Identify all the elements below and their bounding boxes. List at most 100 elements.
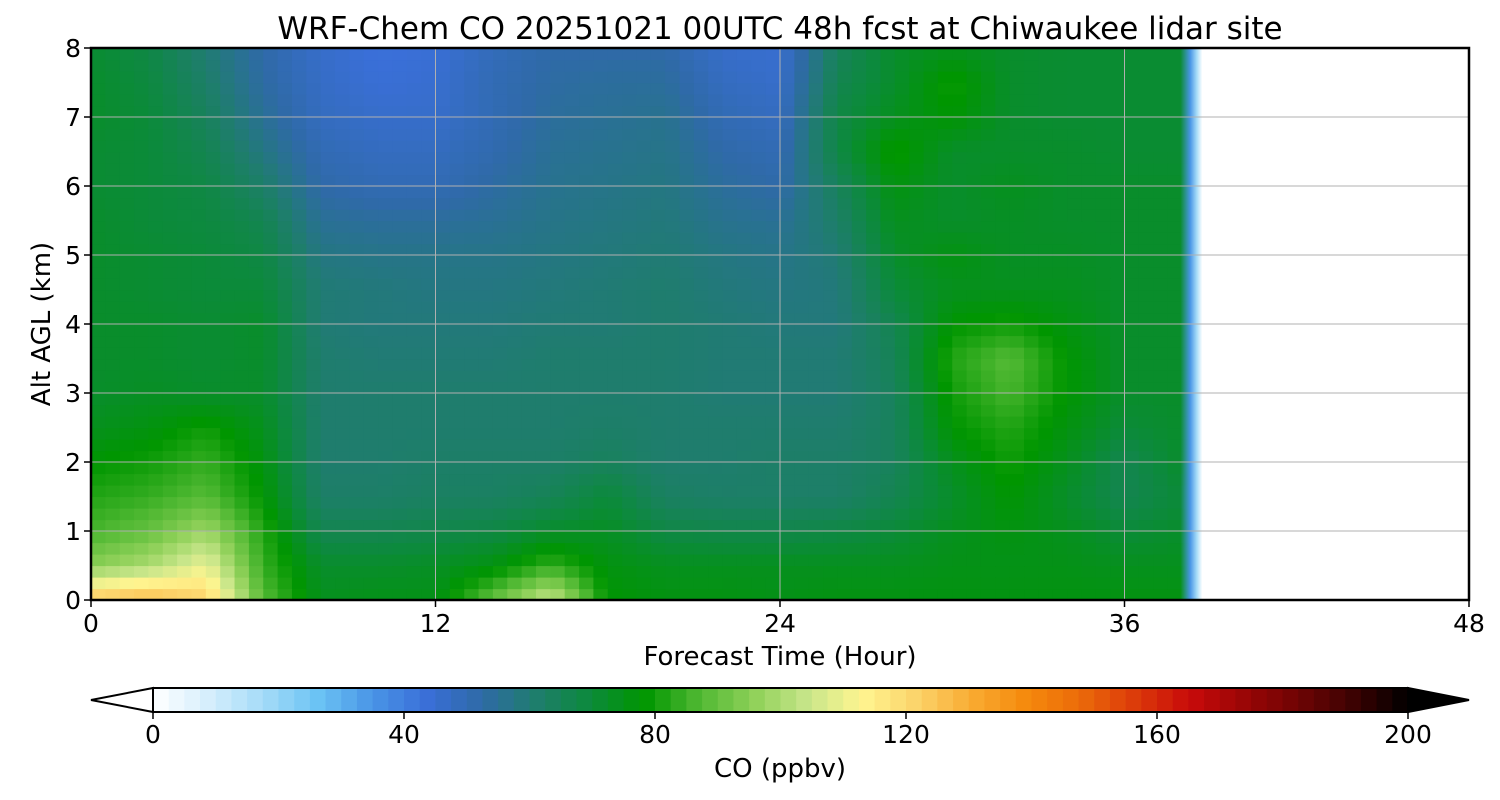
heatmap-cell [1110, 370, 1126, 383]
heatmap-cell [421, 393, 437, 406]
heatmap-cell [91, 82, 106, 95]
heatmap-cell [464, 473, 480, 486]
heatmap-cell [995, 358, 1011, 371]
heatmap-cell [205, 163, 221, 176]
heatmap-cell [521, 519, 537, 532]
heatmap-cell [665, 266, 681, 279]
heatmap-cell [435, 48, 451, 61]
heatmap-cell [780, 140, 795, 153]
heatmap-cell [191, 220, 207, 233]
heatmap-cell [1024, 508, 1039, 521]
heatmap-cell [980, 427, 996, 440]
heatmap-cell [464, 82, 480, 95]
heatmap-cell [1110, 232, 1126, 245]
heatmap-cell [1024, 220, 1039, 233]
heatmap-cell [1124, 485, 1140, 498]
heatmap-cell [1067, 381, 1083, 394]
heatmap-cell [119, 82, 135, 95]
heatmap-cell [909, 312, 925, 325]
heatmap-cell [406, 151, 422, 164]
heatmap-cell [1110, 462, 1126, 475]
heatmap-cell [277, 404, 293, 417]
heatmap-cell [607, 220, 623, 233]
heatmap-cell [980, 416, 996, 429]
heatmap-cell [91, 519, 106, 532]
heatmap-cell [751, 94, 767, 107]
heatmap-cell [1081, 140, 1097, 153]
heatmap-cell [894, 209, 910, 222]
heatmap-cell [220, 485, 236, 498]
heatmap-cell [363, 554, 379, 567]
heatmap-cell [449, 473, 465, 486]
heatmap-cell [980, 82, 996, 95]
heatmap-cell [564, 71, 580, 84]
heatmap-cell [579, 301, 594, 314]
heatmap-cell [823, 577, 839, 590]
heatmap-cell [1110, 105, 1126, 118]
heatmap-cell [1095, 542, 1111, 555]
heatmap-cell [708, 542, 724, 555]
heatmap-cell [1024, 266, 1039, 279]
heatmap-cell [234, 404, 250, 417]
heatmap-cell [349, 496, 365, 509]
heatmap-cell [909, 209, 925, 222]
heatmap-cell [966, 209, 982, 222]
heatmap-cell [952, 82, 968, 95]
heatmap-cell [722, 358, 738, 371]
heatmap-cell [162, 404, 178, 417]
heatmap-cell [406, 335, 422, 348]
heatmap-cell [650, 508, 666, 521]
heatmap-cell [679, 243, 695, 256]
heatmap-cell [722, 174, 738, 187]
heatmap-cell [177, 174, 193, 187]
colorbar-swatch [1157, 688, 1174, 712]
heatmap-cell [923, 82, 939, 95]
heatmap-cell [320, 439, 336, 452]
heatmap-cell [823, 197, 839, 210]
heatmap-cell [1052, 255, 1068, 268]
heatmap-cell [636, 289, 652, 302]
heatmap-cell [220, 565, 236, 578]
heatmap-cell [1153, 335, 1169, 348]
heatmap-cell [1052, 450, 1068, 463]
heatmap-cell [823, 278, 839, 291]
heatmap-cell [780, 496, 795, 509]
heatmap-cell [1052, 140, 1068, 153]
heatmap-cell [952, 289, 968, 302]
heatmap-cell [1024, 358, 1039, 371]
heatmap-cell [205, 94, 221, 107]
heatmap-cell [392, 565, 408, 578]
heatmap-cell [909, 462, 925, 475]
heatmap-cell [263, 59, 279, 72]
heatmap-cell [937, 266, 953, 279]
heatmap-cell [1095, 140, 1111, 153]
heatmap-cell [277, 243, 293, 256]
heatmap-cell [1024, 496, 1039, 509]
colorbar-swatch [247, 688, 264, 712]
heatmap-cell [191, 301, 207, 314]
heatmap-cell [1038, 105, 1054, 118]
heatmap-cell [980, 48, 996, 61]
heatmap-cell [736, 312, 752, 325]
heatmap-cell [220, 508, 236, 521]
heatmap-cell [980, 473, 996, 486]
heatmap-cell [1095, 335, 1111, 348]
heatmap-cell [234, 485, 250, 498]
heatmap-cell [952, 358, 968, 371]
heatmap-cell [679, 485, 695, 498]
heatmap-cell [119, 163, 135, 176]
heatmap-cell [478, 232, 494, 245]
heatmap-cell [1024, 243, 1039, 256]
heatmap-cell [277, 151, 293, 164]
heatmap-cell [952, 255, 968, 268]
heatmap-cell [808, 588, 824, 600]
heatmap-cell [1110, 117, 1126, 130]
heatmap-cell [866, 255, 882, 268]
heatmap-cell [478, 255, 494, 268]
heatmap-cell [1153, 255, 1169, 268]
heatmap-cell [808, 220, 824, 233]
heatmap-cell [808, 427, 824, 440]
heatmap-cell [1153, 416, 1169, 429]
heatmap-cell [1095, 496, 1111, 509]
heatmap-cell [306, 473, 322, 486]
